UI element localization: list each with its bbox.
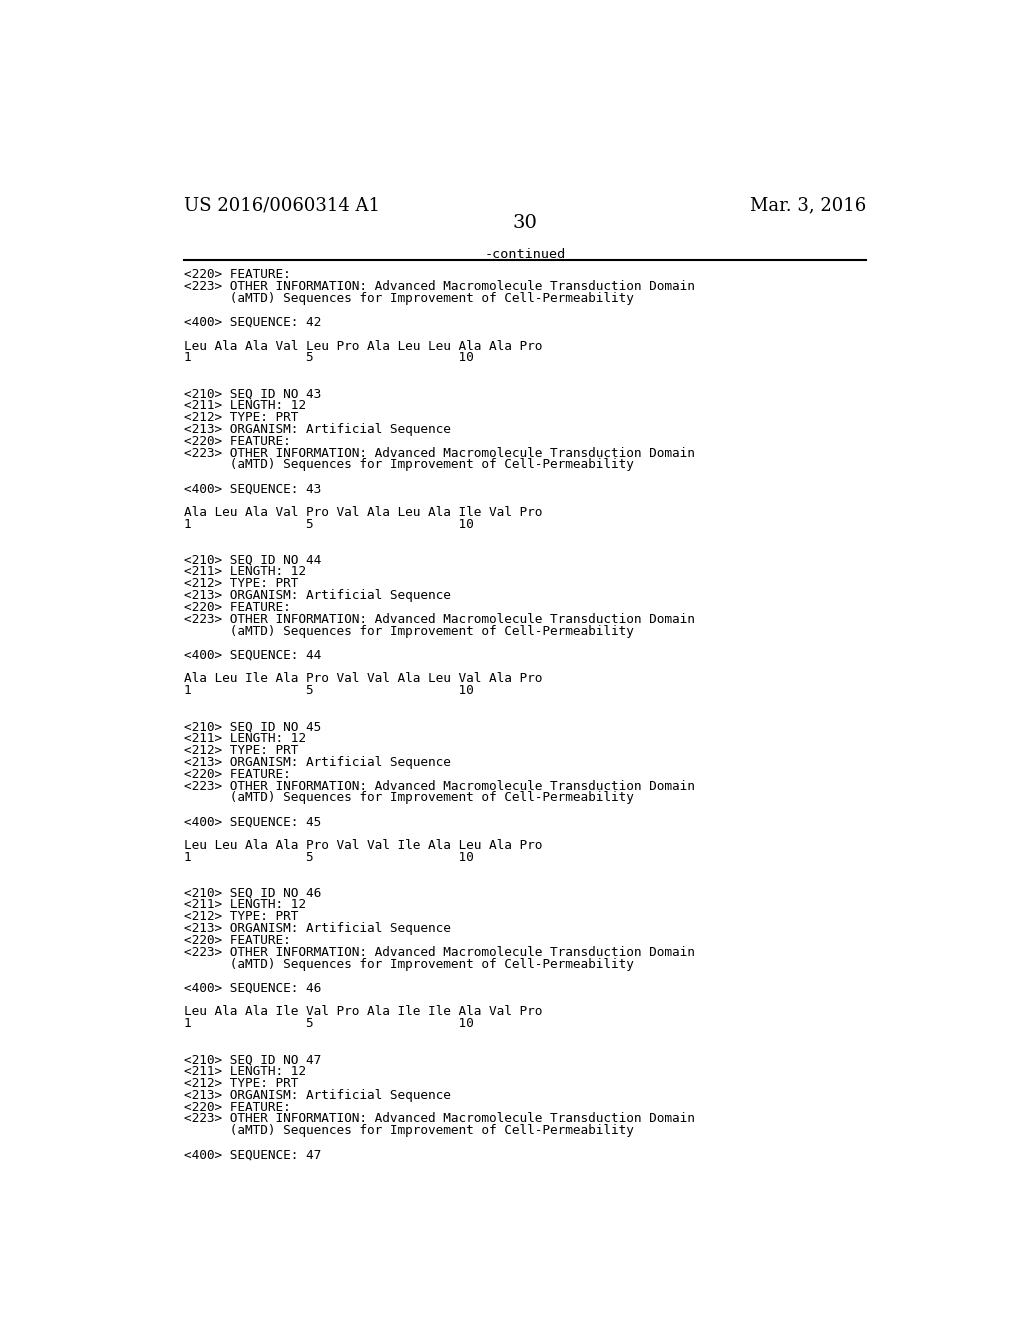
Text: <210> SEQ ID NO 44: <210> SEQ ID NO 44 xyxy=(183,553,321,566)
Text: <220> FEATURE:: <220> FEATURE: xyxy=(183,268,290,281)
Text: <400> SEQUENCE: 44: <400> SEQUENCE: 44 xyxy=(183,648,321,661)
Text: <210> SEQ ID NO 43: <210> SEQ ID NO 43 xyxy=(183,387,321,400)
Text: <210> SEQ ID NO 46: <210> SEQ ID NO 46 xyxy=(183,887,321,899)
Text: Mar. 3, 2016: Mar. 3, 2016 xyxy=(750,195,866,214)
Text: (aMTD) Sequences for Improvement of Cell-Permeability: (aMTD) Sequences for Improvement of Cell… xyxy=(183,292,634,305)
Text: <400> SEQUENCE: 43: <400> SEQUENCE: 43 xyxy=(183,482,321,495)
Text: <400> SEQUENCE: 42: <400> SEQUENCE: 42 xyxy=(183,315,321,329)
Text: <220> FEATURE:: <220> FEATURE: xyxy=(183,601,290,614)
Text: <213> ORGANISM: Artificial Sequence: <213> ORGANISM: Artificial Sequence xyxy=(183,923,451,936)
Text: <212> TYPE: PRT: <212> TYPE: PRT xyxy=(183,411,298,424)
Text: 1               5                   10: 1 5 10 xyxy=(183,351,473,364)
Text: (aMTD) Sequences for Improvement of Cell-Permeability: (aMTD) Sequences for Improvement of Cell… xyxy=(183,792,634,804)
Text: <211> LENGTH: 12: <211> LENGTH: 12 xyxy=(183,1065,305,1078)
Text: (aMTD) Sequences for Improvement of Cell-Permeability: (aMTD) Sequences for Improvement of Cell… xyxy=(183,958,634,972)
Text: 1               5                   10: 1 5 10 xyxy=(183,851,473,863)
Text: <211> LENGTH: 12: <211> LENGTH: 12 xyxy=(183,565,305,578)
Text: <223> OTHER INFORMATION: Advanced Macromolecule Transduction Domain: <223> OTHER INFORMATION: Advanced Macrom… xyxy=(183,946,694,960)
Text: <223> OTHER INFORMATION: Advanced Macromolecule Transduction Domain: <223> OTHER INFORMATION: Advanced Macrom… xyxy=(183,446,694,459)
Text: <220> FEATURE:: <220> FEATURE: xyxy=(183,1101,290,1114)
Text: <212> TYPE: PRT: <212> TYPE: PRT xyxy=(183,577,298,590)
Text: Leu Ala Ala Ile Val Pro Ala Ile Ile Ala Val Pro: Leu Ala Ala Ile Val Pro Ala Ile Ile Ala … xyxy=(183,1006,542,1019)
Text: <212> TYPE: PRT: <212> TYPE: PRT xyxy=(183,1077,298,1090)
Text: Ala Leu Ile Ala Pro Val Val Ala Leu Val Ala Pro: Ala Leu Ile Ala Pro Val Val Ala Leu Val … xyxy=(183,672,542,685)
Text: <213> ORGANISM: Artificial Sequence: <213> ORGANISM: Artificial Sequence xyxy=(183,1089,451,1102)
Text: <210> SEQ ID NO 45: <210> SEQ ID NO 45 xyxy=(183,721,321,733)
Text: <213> ORGANISM: Artificial Sequence: <213> ORGANISM: Artificial Sequence xyxy=(183,422,451,436)
Text: 1               5                   10: 1 5 10 xyxy=(183,684,473,697)
Text: <220> FEATURE:: <220> FEATURE: xyxy=(183,935,290,948)
Text: <400> SEQUENCE: 46: <400> SEQUENCE: 46 xyxy=(183,982,321,995)
Text: Leu Leu Ala Ala Pro Val Val Ile Ala Leu Ala Pro: Leu Leu Ala Ala Pro Val Val Ile Ala Leu … xyxy=(183,840,542,851)
Text: <211> LENGTH: 12: <211> LENGTH: 12 xyxy=(183,399,305,412)
Text: (aMTD) Sequences for Improvement of Cell-Permeability: (aMTD) Sequences for Improvement of Cell… xyxy=(183,1125,634,1138)
Text: 1               5                   10: 1 5 10 xyxy=(183,517,473,531)
Text: (aMTD) Sequences for Improvement of Cell-Permeability: (aMTD) Sequences for Improvement of Cell… xyxy=(183,458,634,471)
Text: <400> SEQUENCE: 45: <400> SEQUENCE: 45 xyxy=(183,816,321,828)
Text: <220> FEATURE:: <220> FEATURE: xyxy=(183,434,290,447)
Text: <212> TYPE: PRT: <212> TYPE: PRT xyxy=(183,911,298,923)
Text: <220> FEATURE:: <220> FEATURE: xyxy=(183,768,290,780)
Text: <211> LENGTH: 12: <211> LENGTH: 12 xyxy=(183,733,305,744)
Text: <223> OTHER INFORMATION: Advanced Macromolecule Transduction Domain: <223> OTHER INFORMATION: Advanced Macrom… xyxy=(183,1113,694,1126)
Text: <223> OTHER INFORMATION: Advanced Macromolecule Transduction Domain: <223> OTHER INFORMATION: Advanced Macrom… xyxy=(183,612,694,626)
Text: US 2016/0060314 A1: US 2016/0060314 A1 xyxy=(183,195,380,214)
Text: Leu Ala Ala Val Leu Pro Ala Leu Leu Ala Ala Pro: Leu Ala Ala Val Leu Pro Ala Leu Leu Ala … xyxy=(183,339,542,352)
Text: -continued: -continued xyxy=(484,248,565,261)
Text: <400> SEQUENCE: 47: <400> SEQUENCE: 47 xyxy=(183,1148,321,1162)
Text: (aMTD) Sequences for Improvement of Cell-Permeability: (aMTD) Sequences for Improvement of Cell… xyxy=(183,624,634,638)
Text: <213> ORGANISM: Artificial Sequence: <213> ORGANISM: Artificial Sequence xyxy=(183,589,451,602)
Text: <223> OTHER INFORMATION: Advanced Macromolecule Transduction Domain: <223> OTHER INFORMATION: Advanced Macrom… xyxy=(183,780,694,792)
Text: 1               5                   10: 1 5 10 xyxy=(183,1018,473,1031)
Text: <212> TYPE: PRT: <212> TYPE: PRT xyxy=(183,744,298,756)
Text: <210> SEQ ID NO 47: <210> SEQ ID NO 47 xyxy=(183,1053,321,1067)
Text: <223> OTHER INFORMATION: Advanced Macromolecule Transduction Domain: <223> OTHER INFORMATION: Advanced Macrom… xyxy=(183,280,694,293)
Text: <213> ORGANISM: Artificial Sequence: <213> ORGANISM: Artificial Sequence xyxy=(183,756,451,768)
Text: Ala Leu Ala Val Pro Val Ala Leu Ala Ile Val Pro: Ala Leu Ala Val Pro Val Ala Leu Ala Ile … xyxy=(183,506,542,519)
Text: 30: 30 xyxy=(512,214,538,232)
Text: <211> LENGTH: 12: <211> LENGTH: 12 xyxy=(183,899,305,911)
